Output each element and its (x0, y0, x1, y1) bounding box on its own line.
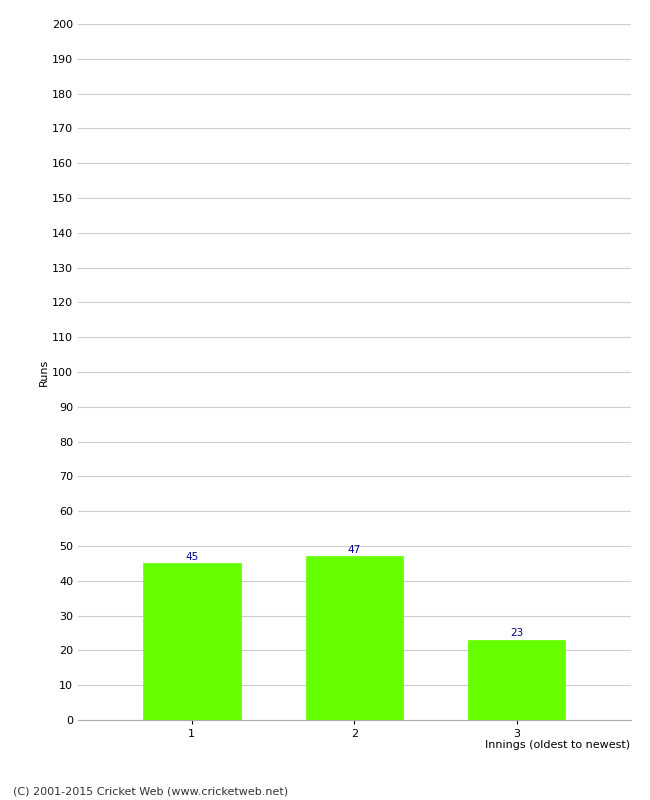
Text: Innings (oldest to newest): Innings (oldest to newest) (486, 740, 630, 750)
Text: 45: 45 (185, 552, 198, 562)
Bar (143, 563, 240, 720)
Text: (C) 2001-2015 Cricket Web (www.cricketweb.net): (C) 2001-2015 Cricket Web (www.cricketwe… (13, 786, 288, 796)
Text: 23: 23 (510, 628, 523, 638)
Bar (468, 640, 566, 720)
Y-axis label: Runs: Runs (39, 358, 49, 386)
Text: 47: 47 (348, 545, 361, 554)
Bar (306, 557, 403, 720)
